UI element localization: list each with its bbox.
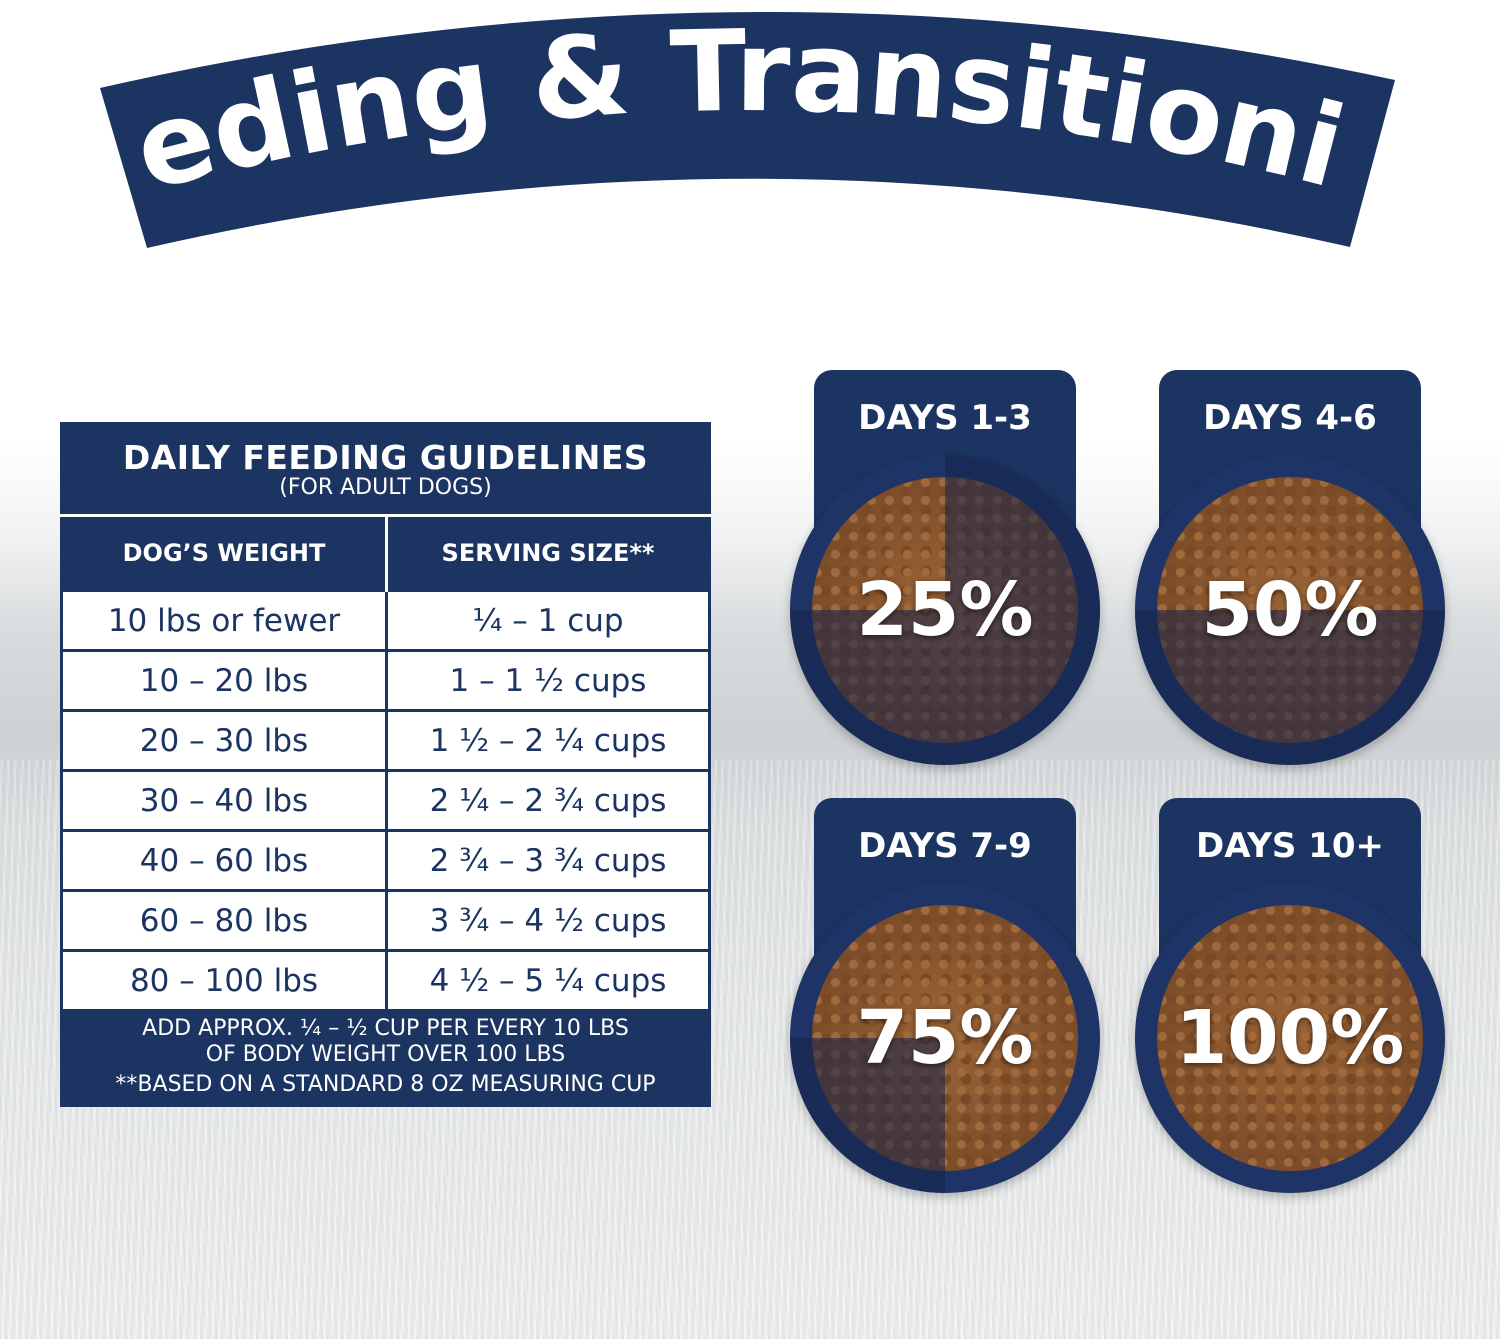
transition-card: DAYS 7-9 75% — [790, 798, 1110, 1193]
table-row: 10 lbs or fewer ¼ – 1 cup — [61, 589, 710, 651]
weight-cell: 80 – 100 lbs — [61, 949, 388, 1011]
food-bowl: 25% — [790, 455, 1100, 765]
column-header-serving: SERVING SIZE** — [441, 539, 655, 567]
percent-label: 75% — [856, 995, 1034, 1081]
footnote: **BASED ON A STANDARD 8 OZ MEASURING CUP — [115, 1072, 656, 1097]
note-line: ADD APPROX. ¼ – ½ CUP PER EVERY 10 LBS — [142, 1016, 629, 1041]
serving-cell: 3 ¾ – 4 ½ cups — [386, 889, 710, 951]
new-food-portion-overlay — [1135, 883, 1445, 1193]
table-header: DAILY FEEDING GUIDELINES (FOR ADULT DOGS… — [62, 424, 710, 516]
serving-cell: 2 ¾ – 3 ¾ cups — [386, 829, 710, 891]
table-row: 80 – 100 lbs 4 ½ – 5 ¼ cups — [61, 949, 710, 1011]
serving-cell: 1 ½ – 2 ¼ cups — [386, 709, 710, 771]
new-food-portion-overlay — [1135, 455, 1445, 765]
title-banner: Feeding & Transitioning — [0, 0, 1395, 248]
serving-cell: 2 ¼ – 2 ¾ cups — [386, 769, 710, 831]
serving-cell: 4 ½ – 5 ¼ cups — [386, 949, 710, 1011]
food-bowl: 100% — [1135, 883, 1445, 1193]
table-subtitle: (FOR ADULT DOGS) — [279, 474, 492, 500]
food-bowl: 50% — [1135, 455, 1445, 765]
weight-cell: 40 – 60 lbs — [61, 829, 388, 891]
new-food-portion-overlay — [790, 883, 1100, 1193]
table-footer: ADD APPROX. ¼ – ½ CUP PER EVERY 10 LBS O… — [61, 1009, 710, 1106]
transition-card: DAYS 10+ 100% — [1135, 798, 1455, 1193]
table-row: 60 – 80 lbs 3 ¾ – 4 ½ cups — [61, 889, 710, 951]
new-food-portion-overlay — [790, 455, 1100, 765]
percent-label: 25% — [856, 567, 1034, 653]
column-header-weight: DOG’S WEIGHT — [61, 515, 388, 591]
percent-label: 100% — [1175, 995, 1405, 1081]
note-line: OF BODY WEIGHT OVER 100 LBS — [205, 1042, 566, 1067]
serving-cell: 1 – 1 ½ cups — [386, 649, 710, 711]
transition-card: DAYS 4-6 50% — [1135, 370, 1455, 765]
table-row: 10 – 20 lbs 1 – 1 ½ cups — [61, 649, 710, 711]
weight-cell: 60 – 80 lbs — [61, 889, 388, 951]
weight-cell: 10 lbs or fewer — [61, 589, 388, 651]
feeding-guidelines-table: DAILY FEEDING GUIDELINES (FOR ADULT DOGS… — [60, 422, 711, 1107]
table-row: 40 – 60 lbs 2 ¾ – 3 ¾ cups — [61, 829, 710, 891]
table-title: DAILY FEEDING GUIDELINES — [122, 437, 649, 477]
weight-cell: 10 – 20 lbs — [61, 649, 388, 711]
transition-card: DAYS 1-3 25% — [790, 370, 1110, 765]
table-row: 20 – 30 lbs 1 ½ – 2 ¼ cups — [61, 709, 710, 771]
food-bowl: 75% — [790, 883, 1100, 1193]
percent-label: 50% — [1201, 567, 1379, 653]
serving-cell: ¼ – 1 cup — [386, 589, 710, 651]
table-row: 30 – 40 lbs 2 ¼ – 2 ¾ cups — [61, 769, 710, 831]
weight-cell: 20 – 30 lbs — [61, 709, 388, 771]
weight-cell: 30 – 40 lbs — [61, 769, 388, 831]
